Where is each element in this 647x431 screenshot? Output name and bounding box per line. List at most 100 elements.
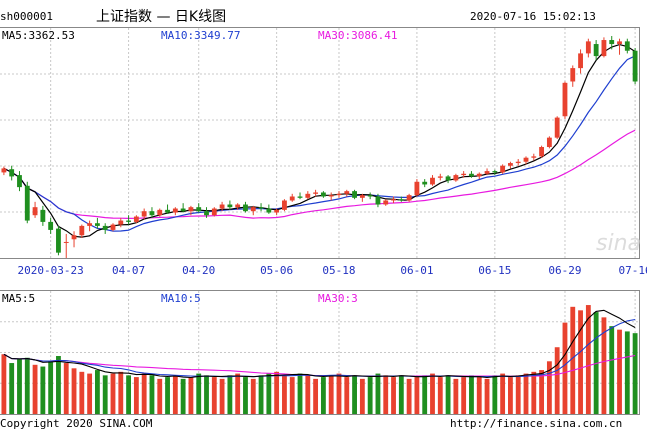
volume-bar xyxy=(515,375,521,414)
volume-bar xyxy=(609,326,615,414)
volume-bar xyxy=(1,354,7,414)
candle-body xyxy=(219,204,225,209)
candle-body xyxy=(9,169,15,177)
candle-down xyxy=(398,196,404,202)
candle-down xyxy=(624,38,630,54)
candle-up xyxy=(282,199,287,212)
symbol-label: sh000001 xyxy=(0,10,53,23)
volume-bar xyxy=(531,371,537,414)
candle-down xyxy=(196,203,202,213)
candle-up xyxy=(87,220,93,232)
candle-body xyxy=(500,165,506,173)
candle-up xyxy=(141,208,147,220)
candle-body xyxy=(383,200,389,205)
candle-up xyxy=(523,156,529,165)
candle-down xyxy=(243,201,248,213)
candle-up xyxy=(585,38,591,58)
candle-up xyxy=(211,207,217,217)
candle-body xyxy=(289,196,295,201)
candle-body xyxy=(578,53,583,69)
volume-ma-lines xyxy=(3,309,636,379)
volume-bar xyxy=(445,375,451,414)
candle-down xyxy=(102,223,108,234)
candle-body xyxy=(508,163,513,166)
candle-body xyxy=(617,41,622,45)
candle-body xyxy=(149,211,155,216)
candle-body xyxy=(188,207,194,212)
candle-up xyxy=(414,179,420,197)
date-tick-label: 07-16 xyxy=(619,264,647,277)
candle-body xyxy=(126,220,131,222)
candle-up xyxy=(235,203,241,210)
date-tick-label: 05-06 xyxy=(260,264,293,277)
candle-body xyxy=(141,211,147,217)
candle-down xyxy=(180,203,186,213)
volume-bar xyxy=(328,375,334,414)
candle-down xyxy=(492,169,498,176)
candle-up xyxy=(63,233,69,258)
candle-up xyxy=(500,164,506,174)
volume-bar xyxy=(624,331,630,414)
candle-down xyxy=(609,36,615,50)
volume-bar xyxy=(398,375,404,414)
ma10-label: MA10:3349.77 xyxy=(161,29,240,42)
candle-body xyxy=(1,168,7,173)
candle-body xyxy=(63,241,69,243)
candle-up xyxy=(250,205,256,216)
price-grid xyxy=(0,73,639,213)
ma30-line xyxy=(3,129,636,220)
candle-up xyxy=(118,217,124,228)
candle-up xyxy=(172,207,178,216)
candle-up xyxy=(391,196,396,204)
candle-body xyxy=(110,224,116,230)
candle-body xyxy=(515,161,521,164)
volume-bar xyxy=(422,375,428,414)
candle-up xyxy=(305,191,311,200)
volume-bar xyxy=(359,378,365,414)
volume-bar xyxy=(266,373,272,414)
candle-body xyxy=(359,195,365,198)
candle-down xyxy=(266,204,272,214)
candle-body xyxy=(484,171,490,174)
volume-bar xyxy=(367,377,373,414)
candle-up xyxy=(406,193,412,202)
candle-body xyxy=(172,208,178,213)
candle-up xyxy=(546,136,552,149)
candle-body xyxy=(492,171,498,173)
candle-body xyxy=(375,196,381,205)
candle-body xyxy=(40,209,46,222)
volume-bar xyxy=(352,375,357,414)
volume-bar xyxy=(476,377,482,414)
volume-bar xyxy=(523,373,529,414)
volume-bar xyxy=(383,375,389,414)
date-tick-label: 05-18 xyxy=(322,264,355,277)
volume-bar xyxy=(94,370,100,414)
candle-up xyxy=(110,223,116,232)
volume-bar xyxy=(632,333,638,414)
candle-up xyxy=(539,145,545,158)
date-tick-label: 2020-03-23 xyxy=(18,264,84,277)
ma5-label: MA5:3362.53 xyxy=(2,29,75,42)
candle-up xyxy=(71,231,77,248)
vol-ma5-line xyxy=(3,309,636,379)
candle-up xyxy=(453,173,459,182)
candle-body xyxy=(79,225,85,236)
candle-up xyxy=(359,193,365,202)
volume-bar xyxy=(110,373,116,414)
date-tick-label: 04-07 xyxy=(112,264,145,277)
candle-body xyxy=(274,209,280,213)
candle-down xyxy=(258,203,264,212)
candle-body xyxy=(624,41,630,51)
date-tick-label: 06-01 xyxy=(400,264,433,277)
candle-up xyxy=(289,193,295,202)
candle-body xyxy=(391,199,396,201)
candle-body xyxy=(282,200,287,210)
chart-title: 上证指数 — 日K线图 xyxy=(96,9,226,25)
candle-up xyxy=(430,175,435,186)
candle-body xyxy=(367,195,373,197)
source-url[interactable]: http://finance.sina.com.cn xyxy=(450,417,622,430)
volume-bar xyxy=(297,373,303,414)
vol-ma10-label: MA10:5 xyxy=(161,292,201,305)
candle-body xyxy=(585,41,591,54)
